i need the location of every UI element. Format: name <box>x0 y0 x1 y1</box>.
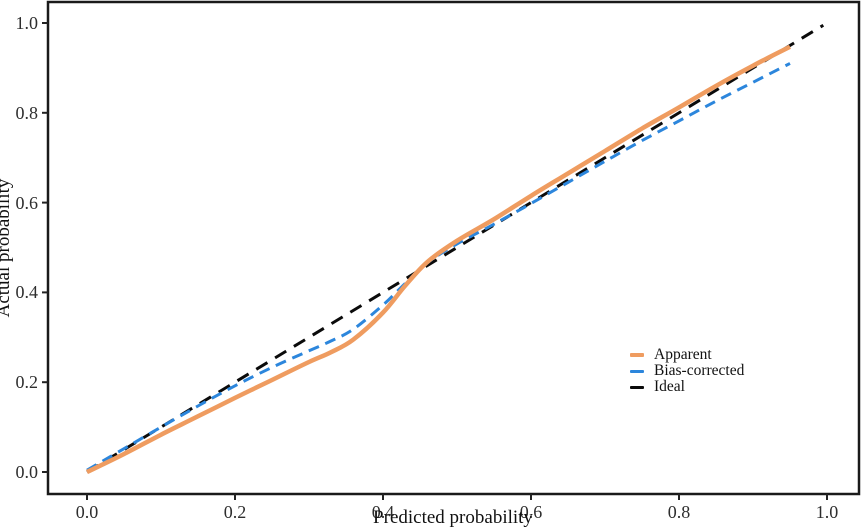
x-tick-label: 0.0 <box>75 502 99 522</box>
legend-row-ideal: Ideal <box>630 379 744 395</box>
y-tick-label: 1.0 <box>15 13 39 33</box>
x-tick-label: 1.0 <box>815 502 839 522</box>
y-tick-label: 0.2 <box>15 372 39 393</box>
legend-label-bias-corrected: Bias-corrected <box>654 362 745 380</box>
ideal-line <box>86 23 825 474</box>
apparent-line <box>86 44 792 475</box>
ideal-line-key-icon <box>630 385 644 389</box>
x-tick-label: 0.6 <box>519 502 543 522</box>
apparent-line-key-icon <box>630 352 644 358</box>
y-axis-title: Actual probability <box>0 178 14 318</box>
x-tick-label: 0.4 <box>371 502 395 522</box>
panel-border <box>46 0 861 496</box>
legend-label-ideal: Ideal <box>654 378 685 396</box>
y-tick-label: 0.6 <box>15 192 39 213</box>
legend-row-apparent: Apparent <box>630 347 744 363</box>
y-tick-label: 0.0 <box>15 462 39 482</box>
legend: Apparent Bias-corrected Ideal <box>630 347 744 395</box>
y-tick-label: 0.8 <box>15 102 39 123</box>
bias-corrected-line-key-icon <box>630 369 644 373</box>
x-axis-title: Predicted probability <box>373 507 533 528</box>
x-tick-label: 0.2 <box>223 502 247 522</box>
x-tick-label: 0.8 <box>667 502 691 522</box>
legend-label-apparent: Apparent <box>654 346 712 364</box>
legend-row-bias-corrected: Bias-corrected <box>630 363 744 379</box>
y-tick-label: 0.4 <box>15 282 39 303</box>
